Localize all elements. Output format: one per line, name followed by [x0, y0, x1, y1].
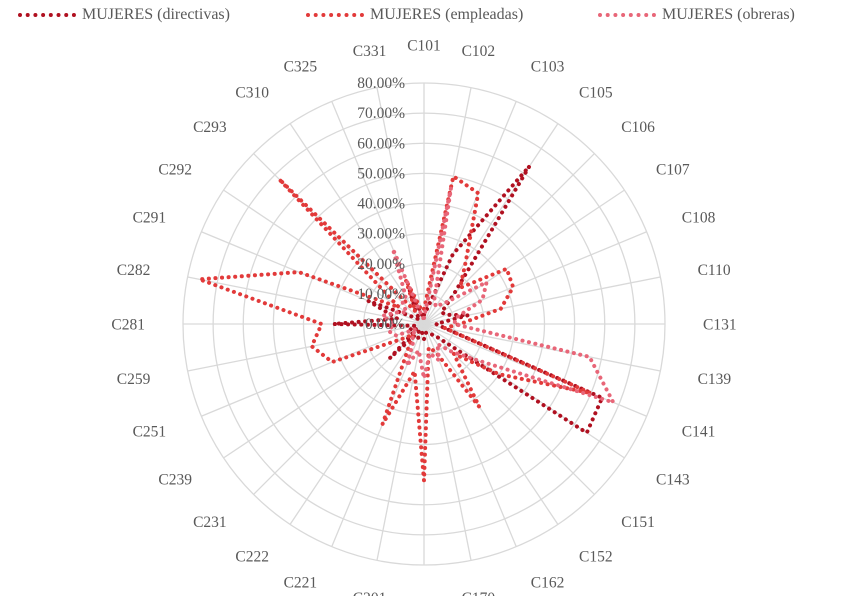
category-label: C143	[656, 472, 690, 489]
tick-label: 70.00%	[357, 105, 405, 122]
grid-spoke	[223, 189, 425, 325]
category-label: C107	[656, 162, 690, 179]
grid-spoke	[376, 323, 425, 561]
tick-label: 20.00%	[357, 256, 405, 273]
category-label: C102	[462, 43, 496, 60]
grid-spoke	[423, 101, 517, 325]
grid-spoke	[423, 323, 595, 495]
category-label: C231	[193, 514, 227, 531]
category-label: C293	[193, 119, 227, 136]
category-label: C281	[111, 317, 145, 334]
category-label: C251	[133, 423, 167, 440]
grid-spoke	[423, 323, 559, 525]
series-line-1	[197, 174, 593, 483]
grid-spoke	[289, 123, 425, 325]
legend-label-empleadas: MUJERES (empleadas)	[370, 6, 524, 23]
category-label: C108	[682, 210, 716, 227]
tick-label: 40.00%	[357, 196, 405, 213]
legend-label-directivas: MUJERES (directivas)	[82, 6, 230, 23]
legend-item-obreras: MUJERES (obreras)	[598, 6, 795, 24]
legend-swatch-directivas	[18, 13, 76, 17]
tick-label: 30.00%	[357, 226, 405, 243]
category-label: C282	[117, 262, 151, 279]
grid-spoke	[376, 87, 425, 325]
legend-item-directivas: MUJERES (directivas)	[18, 6, 230, 24]
grid-spoke	[201, 323, 425, 417]
tick-label: 0.00%	[365, 316, 405, 333]
grid-spoke	[289, 323, 425, 525]
legend-swatch-empleadas	[306, 13, 364, 17]
category-label: C221	[284, 574, 318, 591]
radar-series	[197, 164, 616, 483]
category-label: C222	[235, 549, 269, 566]
category-labels: C101 C102 C103 C105 C106 C107 C108 C110 C131 C139…	[111, 38, 736, 596]
category-label: C259	[117, 371, 151, 388]
tick-label: 10.00%	[357, 286, 405, 303]
category-label: C105	[579, 85, 613, 102]
grid-spoke	[423, 153, 595, 325]
grid-spoke	[423, 323, 472, 561]
tick-label: 80.00%	[357, 75, 405, 92]
grid-spoke	[423, 323, 625, 459]
legend-item-empleadas: MUJERES (empleadas)	[306, 6, 523, 24]
category-label: C101	[407, 38, 441, 55]
grid-spoke	[187, 323, 425, 372]
category-label: C201	[353, 590, 387, 596]
category-label: C310	[235, 85, 269, 102]
category-label: C239	[158, 472, 192, 489]
grid-spoke	[423, 231, 647, 325]
legend-swatch-obreras	[598, 13, 656, 17]
grid-spoke	[423, 323, 661, 372]
category-label: C139	[698, 371, 732, 388]
category-label: C291	[133, 210, 167, 227]
series-line-2	[380, 186, 616, 405]
radial-tick-labels: 0.00% 10.00% 20.00% 30.00% 40.00% 50.00% 60.00…	[357, 75, 405, 333]
tick-label: 50.00%	[357, 165, 405, 182]
category-label: C292	[158, 162, 192, 179]
category-label: C162	[531, 574, 565, 591]
category-label: C110	[698, 262, 731, 279]
grid-spoke	[423, 123, 559, 325]
legend: MUJERES (directivas) MUJERES (empleadas)…	[0, 0, 844, 34]
radar-grid	[182, 82, 666, 566]
category-label: C103	[531, 59, 565, 76]
tick-label: 60.00%	[357, 135, 405, 152]
grid-spoke	[223, 323, 425, 459]
category-label: C106	[621, 119, 655, 136]
category-label: C331	[353, 43, 387, 60]
grid-spoke	[423, 323, 517, 547]
category-label: C151	[621, 514, 655, 531]
category-label: C141	[682, 423, 716, 440]
category-label: C152	[579, 549, 613, 566]
category-label: C170	[462, 590, 496, 596]
category-label: C325	[284, 59, 318, 76]
legend-label-obreras: MUJERES (obreras)	[662, 6, 795, 23]
grid-spoke	[423, 189, 625, 325]
category-label: C131	[703, 317, 737, 334]
